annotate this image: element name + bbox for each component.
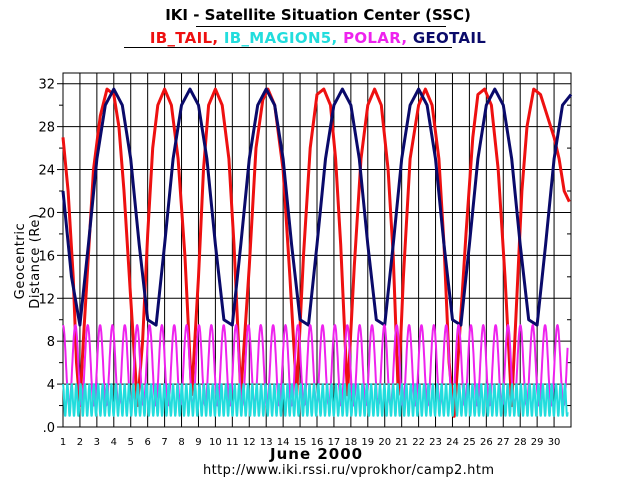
chart-title: IKI - Satellite Situation Center (SSC) [165, 6, 471, 24]
x-tick-label: 1 [60, 437, 66, 448]
x-tick-label: 5 [128, 437, 134, 448]
y-tick-label: 4 [47, 378, 55, 393]
x-tick-label: 14 [277, 437, 290, 448]
x-tick-label: 10 [209, 437, 222, 448]
x-tick-label: 20 [378, 437, 391, 448]
legend-sep: , [331, 29, 338, 47]
y-tick-label: .0 [43, 421, 55, 436]
title-underline [196, 26, 446, 27]
y-tick-label: 16 [38, 249, 55, 264]
x-tick-label: 12 [243, 437, 256, 448]
x-tick-label: 27 [497, 437, 510, 448]
legend-polar: POLAR [343, 29, 402, 47]
x-tick-label: 21 [395, 437, 408, 448]
x-tick-label: 18 [344, 437, 357, 448]
x-tick-label: 25 [463, 437, 476, 448]
series-ib-magion5 [62, 383, 569, 417]
x-tick-label: 15 [294, 437, 307, 448]
y-tick-label: 20 [38, 206, 55, 221]
y-tick-label: 28 [38, 121, 55, 136]
legend-line: IB_TAIL, IB_MAGION5, POLAR, GEOTAIL [0, 29, 636, 47]
series-ib-tail [61, 87, 571, 418]
y-tick-label: 24 [38, 164, 55, 179]
series-geotail [61, 87, 573, 327]
x-tick-label: 24 [446, 437, 459, 448]
x-tick-label: 19 [361, 437, 374, 448]
y-tick-label: 8 [47, 335, 55, 350]
legend-underline [124, 47, 452, 48]
legend-sep: , [212, 29, 219, 47]
x-tick-label: 11 [226, 437, 239, 448]
x-tick-label: 22 [412, 437, 425, 448]
x-tick-label: 23 [429, 437, 442, 448]
x-tick-label: 3 [94, 437, 100, 448]
y-tick-label: 12 [38, 292, 55, 307]
x-tick-label: 29 [531, 437, 544, 448]
y-tick-label: 32 [38, 78, 55, 93]
legend-ib-tail: IB_TAIL [149, 29, 213, 47]
x-tick-label: 7 [161, 437, 167, 448]
source-url: http://www.iki.rssi.ru/vprokhor/camp2.ht… [203, 463, 495, 478]
x-tick-label: 13 [260, 437, 273, 448]
x-tick-label: 30 [548, 437, 561, 448]
x-tick-label: 2 [77, 437, 83, 448]
x-tick-label: 8 [178, 437, 184, 448]
legend-sep: , [401, 29, 408, 47]
x-tick-label: 9 [195, 437, 201, 448]
x-tick-label: 6 [144, 437, 150, 448]
x-tick-label: 26 [480, 437, 493, 448]
x-tick-label: 28 [514, 437, 527, 448]
x-axis-label: June 2000 [270, 445, 364, 463]
x-tick-label: 17 [328, 437, 341, 448]
x-tick-label: 4 [111, 437, 117, 448]
legend-ib-magion5: IB_MAGION5 [223, 29, 332, 47]
x-tick-label: 16 [311, 437, 324, 448]
legend-geotail: GEOTAIL [412, 29, 487, 47]
